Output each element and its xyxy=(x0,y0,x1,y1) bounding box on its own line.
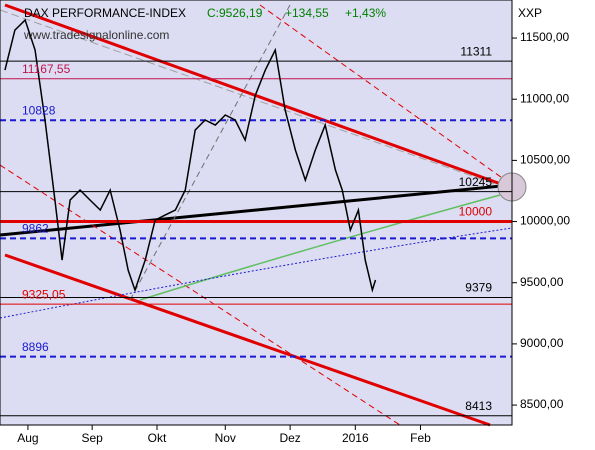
level-label: 9325,05 xyxy=(22,287,66,301)
x-tick-label: Okt xyxy=(148,431,167,445)
x-tick-label: Nov xyxy=(215,431,236,445)
watermark: www.tradesignalonline.com xyxy=(23,28,169,42)
level-label: 9862 xyxy=(22,222,49,236)
trend-line xyxy=(0,9,513,191)
y-tick-label: 8500,00 xyxy=(520,397,564,411)
chart-title: DAX PERFORMANCE-INDEX xyxy=(24,6,186,20)
level-label: 8413 xyxy=(465,399,492,413)
trend-line xyxy=(129,4,291,301)
price-line xyxy=(4,18,377,293)
y-tick-label: 11000,00 xyxy=(520,91,569,105)
level-label: 11311 xyxy=(460,44,492,58)
trend-line xyxy=(4,3,513,190)
trend-lines xyxy=(0,3,527,427)
y-tick-label: 9500,00 xyxy=(520,275,564,289)
trend-line xyxy=(259,4,513,186)
change-pct: +1,43% xyxy=(345,6,386,20)
y-tick-label: 10000,00 xyxy=(520,214,570,228)
level-label: 10000 xyxy=(459,205,493,219)
last-close: C:9526,19 xyxy=(207,6,263,20)
level-label: 9379 xyxy=(465,281,492,295)
y-tick-label: 11500,00 xyxy=(520,30,569,44)
level-label: 11167,55 xyxy=(22,62,71,76)
level-label: 8896 xyxy=(22,340,49,354)
trend-line xyxy=(4,253,491,427)
moving-average xyxy=(139,194,501,301)
y-tick-label: 9000,00 xyxy=(520,336,564,350)
plot-area xyxy=(0,0,512,425)
x-tick-label: Feb xyxy=(410,431,431,445)
x-tick-label: 2016 xyxy=(342,431,369,445)
trend-line xyxy=(0,183,513,237)
plot-border xyxy=(0,0,513,426)
y-tick-label: 10500,00 xyxy=(520,153,570,167)
x-tick-label: Dez xyxy=(279,431,300,445)
change: +134,55 xyxy=(285,6,329,20)
currency: XXP xyxy=(518,6,542,20)
level-label: 10828 xyxy=(22,103,56,117)
level-label: 10245 xyxy=(459,175,493,189)
x-tick-label: Aug xyxy=(17,431,38,445)
x-tick-label: Sep xyxy=(81,431,103,445)
